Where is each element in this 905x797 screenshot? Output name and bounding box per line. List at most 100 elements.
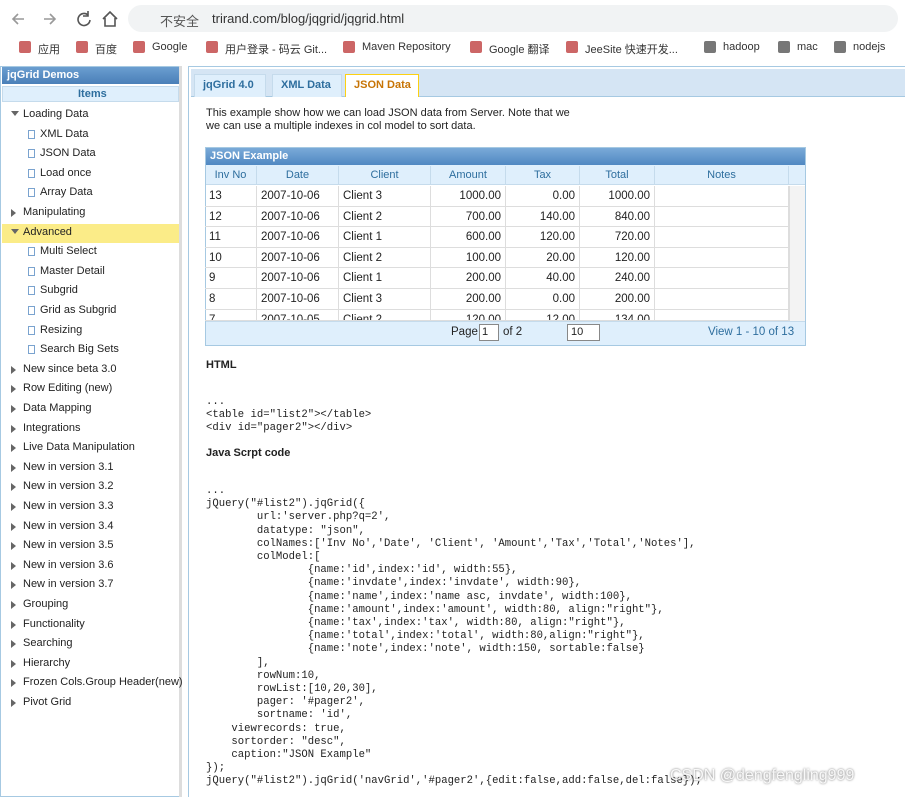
grid-cell: Client 2	[339, 309, 431, 321]
tree-toggle[interactable]	[11, 640, 16, 649]
code-line: <table id="list2"></table>	[206, 409, 372, 422]
tree-toggle[interactable]	[11, 385, 16, 394]
bookmark[interactable]: hadoop	[723, 41, 760, 53]
tree-toggle[interactable]	[11, 581, 16, 590]
column-header[interactable]: Total	[580, 166, 655, 185]
tab-label[interactable]: JSON Data	[354, 79, 411, 91]
grid-cell: 1000.00	[431, 186, 506, 207]
tree-folder[interactable]: New in version 3.1	[23, 460, 114, 473]
code-line: colNames:['Inv No','Date', 'Client', 'Am…	[206, 537, 696, 550]
tab[interactable]	[194, 74, 266, 97]
grid-cell: 600.00	[431, 227, 506, 248]
tree-toggle[interactable]	[11, 405, 16, 413]
tree-toggle[interactable]	[11, 228, 19, 234]
bookmark[interactable]: JeeSite 快速开发...	[585, 44, 678, 56]
tree-toggle[interactable]	[11, 365, 16, 374]
tree-folder[interactable]: Live Data Manipulation	[23, 441, 135, 454]
pager-rows-select[interactable]: 10	[567, 324, 600, 341]
grid-cell: 12	[205, 206, 257, 228]
column-header[interactable]: Notes	[655, 166, 789, 185]
tree-toggle[interactable]	[11, 209, 16, 217]
column-header[interactable]: Tax	[506, 166, 580, 185]
leaf-icon	[28, 129, 35, 139]
tree-folder[interactable]: New since beta 3.0	[23, 362, 117, 375]
tree-toggle[interactable]	[11, 679, 16, 688]
tree-folder[interactable]: Functionality	[23, 617, 85, 630]
tree-folder[interactable]: Pivot Grid	[23, 696, 72, 708]
tree-toggle[interactable]	[11, 463, 16, 472]
tree-folder[interactable]: Frozen Cols.Group Header(new)	[23, 676, 183, 689]
bookmark[interactable]: 用户登录 - 码云 Git...	[225, 44, 328, 56]
tree-leaf[interactable]: Array Data	[40, 186, 93, 199]
back-button[interactable]	[11, 13, 24, 25]
tree-toggle[interactable]	[11, 659, 16, 668]
tree-folder[interactable]: Grouping	[23, 598, 69, 610]
pager-bar	[206, 321, 805, 345]
grid-cell	[655, 289, 789, 310]
tree-toggle[interactable]	[11, 111, 19, 116]
tab-label[interactable]: jqGrid 4.0	[203, 79, 254, 91]
tree-toggle[interactable]	[11, 424, 16, 433]
tree-leaf[interactable]: Resizing	[40, 323, 83, 336]
forward-button[interactable]	[44, 13, 57, 25]
tree-folder[interactable]: New in version 3.6	[23, 558, 114, 571]
bookmark[interactable]: 百度	[95, 44, 117, 56]
tree-folder[interactable]: Advanced	[23, 225, 72, 238]
bookmark[interactable]: nodejs	[853, 41, 886, 53]
grid-cell: 840.00	[580, 206, 655, 228]
tree-toggle[interactable]	[11, 522, 16, 531]
address-bar[interactable]	[128, 5, 898, 32]
bookmark[interactable]: mac	[797, 41, 818, 53]
tree-folder[interactable]: Data Mapping	[23, 402, 92, 414]
tree-toggle[interactable]	[11, 542, 16, 551]
home-button[interactable]	[102, 10, 118, 27]
intro-text: This example show how we can load JSON d…	[206, 107, 570, 119]
tree-leaf[interactable]: XML Data	[40, 127, 89, 140]
column-header[interactable]: Date	[257, 166, 339, 185]
tree-toggle[interactable]	[11, 601, 16, 609]
tree-leaf[interactable]: Master Detail	[40, 264, 105, 277]
grid-cell: 1000.00	[580, 186, 655, 207]
tree-folder[interactable]: New in version 3.3	[23, 500, 114, 512]
tree-leaf[interactable]: Multi Select	[40, 245, 97, 258]
bookmark[interactable]: Google	[152, 41, 188, 53]
tree-folder[interactable]: Searching	[23, 637, 73, 650]
reload-button[interactable]	[77, 11, 91, 27]
tree-folder[interactable]: New in version 3.7	[23, 578, 114, 591]
leaf-icon	[28, 168, 35, 178]
tree-folder[interactable]: Manipulating	[23, 206, 86, 218]
sidebar-header: Items	[78, 88, 107, 100]
tree-toggle[interactable]	[11, 483, 16, 492]
tree-leaf[interactable]: Load once	[40, 166, 92, 179]
column-header[interactable]: Client	[339, 166, 431, 185]
tree-folder[interactable]: Row Editing (new)	[23, 382, 113, 395]
bookmark[interactable]: 应用	[38, 44, 60, 56]
tree-folder[interactable]: New in version 3.4	[23, 519, 114, 532]
code-line: ...	[206, 485, 226, 497]
pager-page-input[interactable]: 1	[479, 324, 499, 341]
tree-toggle[interactable]	[11, 620, 16, 629]
bookmark[interactable]: Maven Repository	[362, 41, 451, 53]
tree-folder[interactable]: New in version 3.2	[23, 480, 114, 493]
tree-folder[interactable]: Loading Data	[23, 108, 89, 120]
grid-cell: 7	[205, 309, 257, 321]
tab[interactable]	[272, 74, 342, 97]
tree-leaf[interactable]: Search Big Sets	[40, 343, 119, 356]
code-line: <div id="pager2"></div>	[206, 422, 353, 435]
tree-leaf[interactable]: JSON Data	[40, 147, 96, 160]
column-header[interactable]: Amount	[431, 166, 506, 185]
tree-leaf[interactable]: Grid as Subgrid	[40, 304, 117, 316]
tree-folder[interactable]: Hierarchy	[23, 656, 71, 669]
tab[interactable]	[345, 74, 419, 97]
tree-toggle[interactable]	[11, 444, 16, 453]
tree-leaf[interactable]: Subgrid	[40, 284, 78, 297]
tab-label[interactable]: XML Data	[281, 79, 331, 91]
tree-folder[interactable]: New in version 3.5	[23, 539, 114, 552]
column-header[interactable]: Inv No	[205, 166, 257, 185]
tree-folder[interactable]: Integrations	[23, 421, 81, 434]
tree-toggle[interactable]	[11, 699, 16, 707]
bookmark[interactable]: Google 翻译	[489, 44, 550, 56]
tree-toggle[interactable]	[11, 503, 16, 511]
grid-cell: 9	[205, 268, 257, 289]
tree-toggle[interactable]	[11, 561, 16, 570]
